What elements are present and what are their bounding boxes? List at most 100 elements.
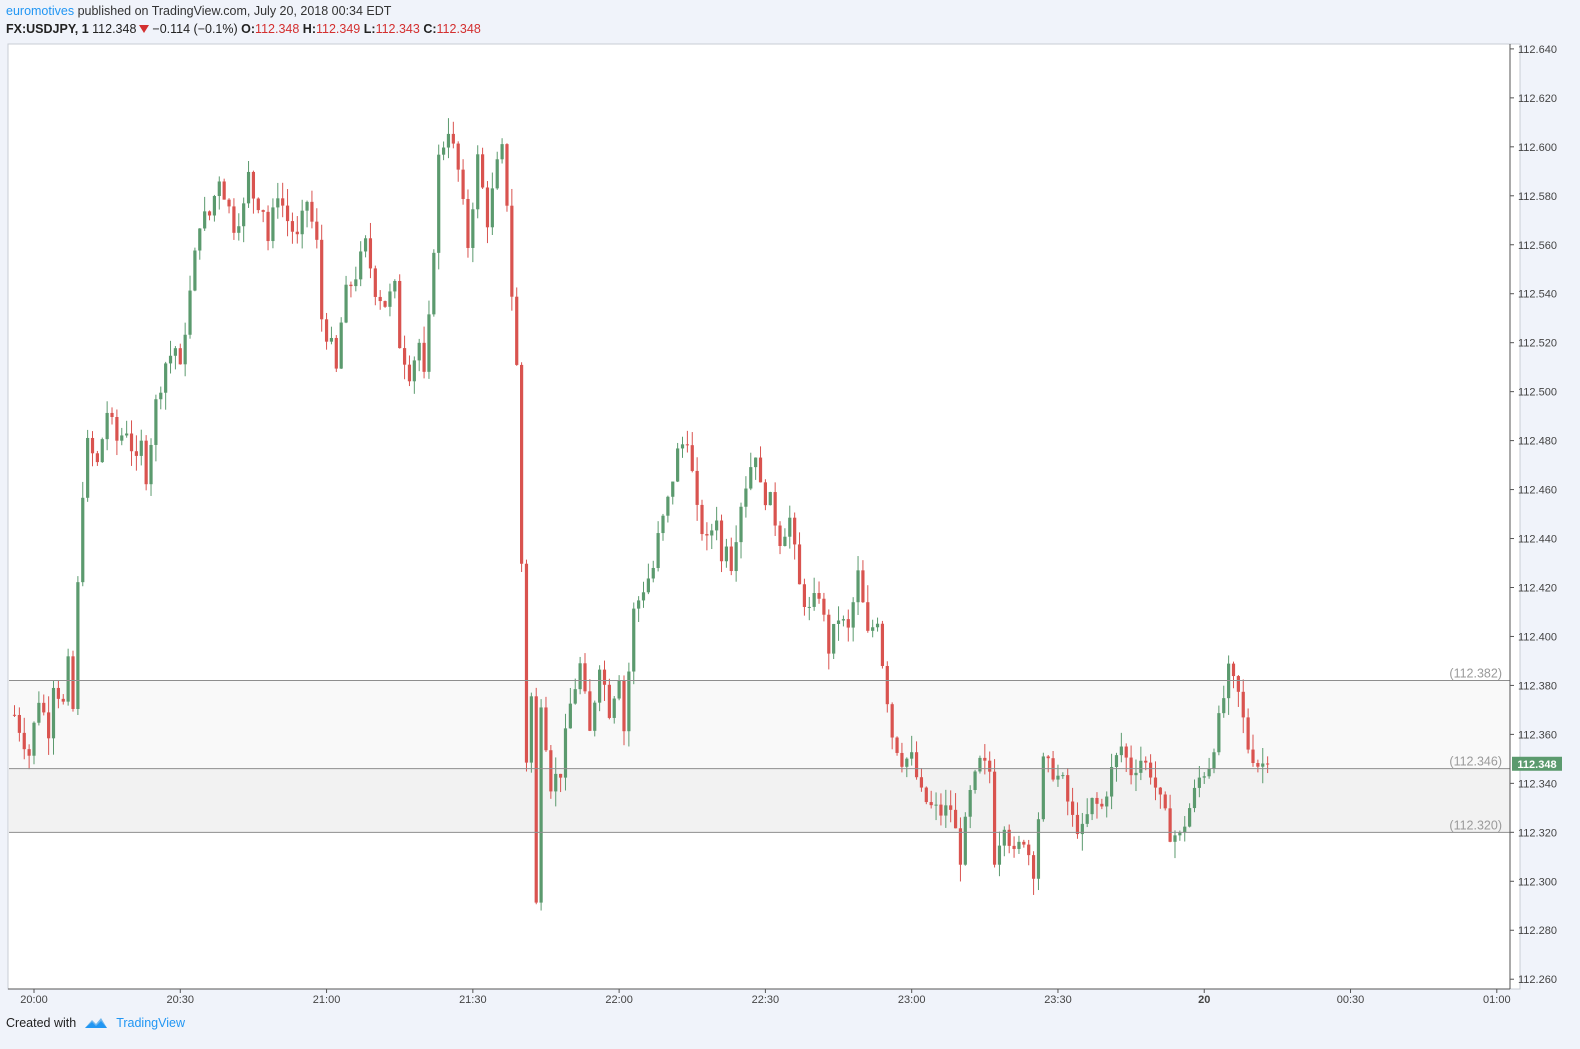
candle-body [871,627,875,631]
candle-body [1027,844,1031,856]
candle-body [471,209,475,248]
candle-up [363,235,368,258]
candle-body [510,205,514,297]
candle-body [822,598,826,615]
high-label: H: [302,22,316,36]
candle-down [90,431,95,467]
candle-up [1139,746,1143,781]
candle-body [212,196,217,216]
candle-body [56,687,60,699]
open-value: 112.348 [255,22,300,36]
candle-up [934,792,938,821]
candle-up [1217,705,1221,756]
candle-body [992,771,997,865]
candle-up [666,495,670,523]
candle-down [773,482,777,536]
author-link[interactable]: euromotives [6,4,75,18]
candle-body [222,181,226,200]
candle-body [1075,814,1080,835]
candle-down [71,650,75,712]
candle-up [432,249,436,317]
candle-up [300,199,304,249]
candle-up [563,713,568,791]
candle-down [705,522,709,551]
candle-body [193,250,197,291]
candle-body [944,805,948,816]
candle-body [583,663,587,692]
candle-body [958,828,963,865]
candle-body [437,154,441,253]
price-tick-label: 112.360 [1518,729,1557,741]
candle-body [1124,746,1128,758]
candle-body [749,467,753,489]
candle-down [451,121,455,149]
candle-body [237,226,241,233]
candle-up [154,394,158,462]
candle-down [1153,761,1158,801]
candle-down [110,407,114,425]
candle-body [1080,823,1084,835]
candle-down [929,790,933,809]
candle-body [1095,797,1099,804]
candle-body [144,440,148,485]
candle-down [924,786,928,805]
candle-body [695,470,699,505]
candle-body [827,614,831,654]
candle-up [768,491,772,506]
candle-down [285,189,290,237]
level-band-lower [9,768,1510,833]
candle-body [461,169,465,199]
candle-up [744,476,748,518]
candle-up [198,228,202,260]
candle-up [183,322,187,377]
candle-up [344,275,348,324]
candle-up [125,420,129,438]
candle-up [173,346,178,370]
candle-body [27,749,31,756]
candle-down [378,290,382,310]
price-tick-label: 112.580 [1518,191,1557,203]
candle-body [861,570,865,603]
candle-down [700,499,704,541]
candle-body [807,606,811,608]
candle-body [1222,698,1226,714]
time-tick-label: 22:30 [752,994,780,1006]
candle-body [534,696,538,903]
candle-body [315,221,319,240]
candle-down [515,287,519,366]
plot-area[interactable] [7,43,1521,990]
candle-up [276,182,280,219]
candle-body [1241,691,1245,718]
candle-body [149,444,153,485]
candle-down [61,694,65,705]
level-band-upper [9,680,1510,769]
candle-body [836,620,841,624]
candle-body [203,211,207,229]
tradingview-link[interactable]: TradingView [116,1016,185,1030]
candle-up [598,665,602,712]
candle-body [505,144,509,206]
candle-down [885,661,889,713]
candle-body [407,364,412,382]
candle-down [266,205,270,251]
candle-down [890,702,894,750]
time-tick-label: 23:00 [898,994,926,1006]
candle-down [12,705,17,717]
candle-up [680,436,685,458]
candle-body [1056,775,1060,780]
close-label: C: [423,22,437,36]
price-tick-label: 112.380 [1518,680,1557,692]
candle-up [807,596,811,621]
candle-body [612,698,616,718]
candle-body [963,816,967,865]
candle-down [729,537,733,576]
candle-body [1017,841,1021,849]
candle-down [1168,794,1172,843]
candle-body [929,802,933,806]
symbol-label: FX:USDJPY, 1 [6,22,89,36]
candle-body [768,492,772,506]
candle-down [398,274,402,349]
candle-body [373,268,377,297]
candle-body [661,515,665,534]
